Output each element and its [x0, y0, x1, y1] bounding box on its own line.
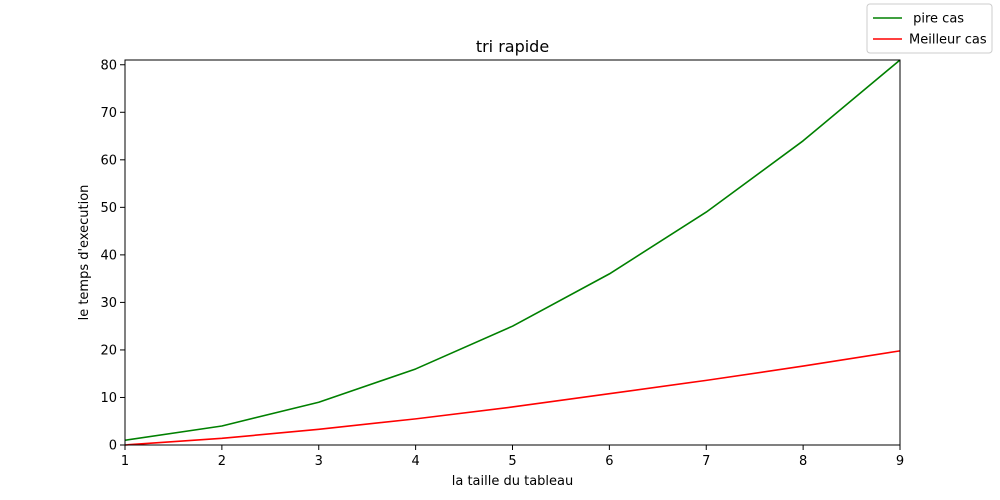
y-tick-label: 80: [100, 58, 117, 73]
x-tick-label: 2: [218, 454, 226, 469]
x-tick-label: 3: [315, 454, 323, 469]
y-tick-label: 20: [100, 343, 117, 358]
x-axis-ticks: 1 2 3 4 5 6 7 8 9: [121, 445, 904, 469]
y-tick-label: 30: [100, 296, 117, 311]
y-tick-label: 50: [100, 201, 117, 216]
x-tick-label: 7: [702, 454, 710, 469]
x-tick-label: 6: [605, 454, 613, 469]
x-tick-label: 8: [799, 454, 807, 469]
series-line-1: [124, 350, 901, 446]
chart-title: tri rapide: [476, 37, 549, 56]
legend-box: [866, 3, 993, 54]
x-tick-label: 1: [121, 454, 129, 469]
x-tick-label: 4: [411, 454, 419, 469]
x-tick-label: 9: [896, 454, 904, 469]
legend-label-pire-cas: pire cas: [909, 12, 964, 27]
y-tick-label: 0: [109, 439, 117, 454]
y-tick-label: 40: [100, 248, 117, 263]
y-tick-label: 60: [100, 153, 117, 168]
y-axis-ticks: 0 10 20 30 40 50 60 70 80: [100, 58, 125, 454]
series-line-0: [124, 59, 901, 442]
plot-area: [125, 60, 900, 445]
x-axis-label: la taille du tableau: [452, 474, 574, 489]
legend: pire cas Meilleur cas: [866, 3, 993, 54]
x-tick-label: 5: [508, 454, 516, 469]
legend-label-meilleur-cas: Meilleur cas: [909, 33, 987, 48]
series-layer: [124, 59, 901, 446]
y-tick-label: 70: [100, 106, 117, 121]
y-axis-label: le temps d'execution: [77, 185, 92, 321]
y-tick-label: 10: [100, 391, 117, 406]
